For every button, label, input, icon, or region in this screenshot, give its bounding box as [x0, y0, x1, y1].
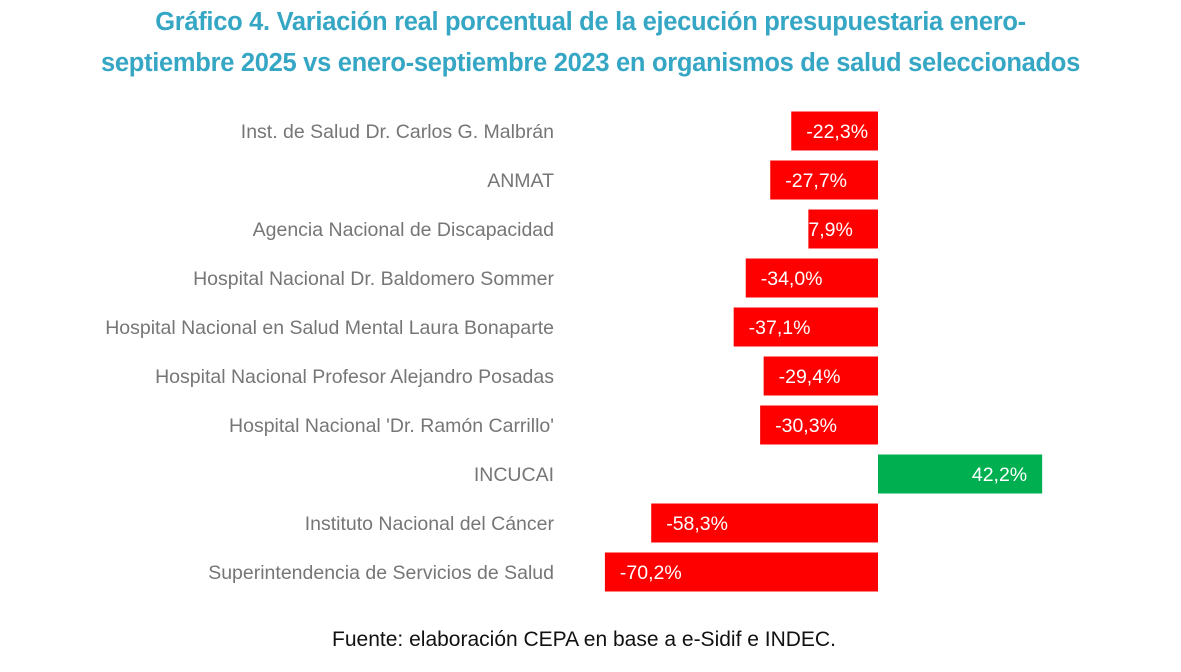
bar: [791, 111, 878, 151]
bars: [604, 111, 1043, 592]
bar: [604, 552, 878, 592]
data-labels: -22,3% -27,7% 7,9% -34,0% -37,1% -29,4% -30,3%…: [620, 121, 1027, 584]
category-label: Hospital Nacional Dr. Baldomero Sommer: [193, 268, 554, 290]
data-label: -34,0%: [761, 268, 823, 290]
category-label: Superintendencia de Servicios de Salud: [208, 562, 554, 584]
data-label: 42,2%: [972, 464, 1027, 486]
bar: [808, 209, 878, 249]
data-label: -30,3%: [775, 415, 837, 437]
category-label: Instituto Nacional del Cáncer: [305, 513, 555, 535]
data-label: -22,3%: [806, 121, 868, 143]
bar: [745, 258, 878, 298]
category-label: Inst. de Salud Dr. Carlos G. Malbrán: [241, 121, 554, 143]
bar: [763, 356, 878, 396]
category-label: ANMAT: [487, 170, 554, 192]
data-label: -37,1%: [749, 317, 811, 339]
data-label: 7,9%: [808, 219, 852, 241]
bar: [878, 454, 1043, 494]
category-label: INCUCAI: [474, 464, 554, 486]
data-label: -27,7%: [785, 170, 847, 192]
bar: [733, 307, 878, 347]
category-label: Hospital Nacional Profesor Alejandro Pos…: [155, 366, 554, 388]
data-label: -58,3%: [666, 513, 728, 535]
category-label: Hospital Nacional en Salud Mental Laura …: [105, 317, 554, 339]
bar: [760, 405, 878, 445]
chart-title: Gráfico 4. Variación real porcentual de …: [0, 2, 1181, 84]
bar: [651, 503, 878, 543]
data-label: -29,4%: [779, 366, 841, 388]
category-label: Agencia Nacional de Discapacidad: [253, 219, 554, 241]
category-label: Hospital Nacional 'Dr. Ramón Carrillo': [229, 415, 554, 437]
chart-title-line-2: septiembre 2025 vs enero-septiembre 2023…: [101, 49, 1080, 77]
bar: [770, 160, 878, 200]
data-label: -70,2%: [620, 562, 682, 584]
chart-title-line-1: Gráfico 4. Variación real porcentual de …: [155, 8, 1026, 36]
source-note: Fuente: elaboración CEPA en base a e-Sid…: [332, 628, 836, 651]
category-labels: Inst. de Salud Dr. Carlos G. Malbrán ANMA…: [105, 121, 554, 584]
